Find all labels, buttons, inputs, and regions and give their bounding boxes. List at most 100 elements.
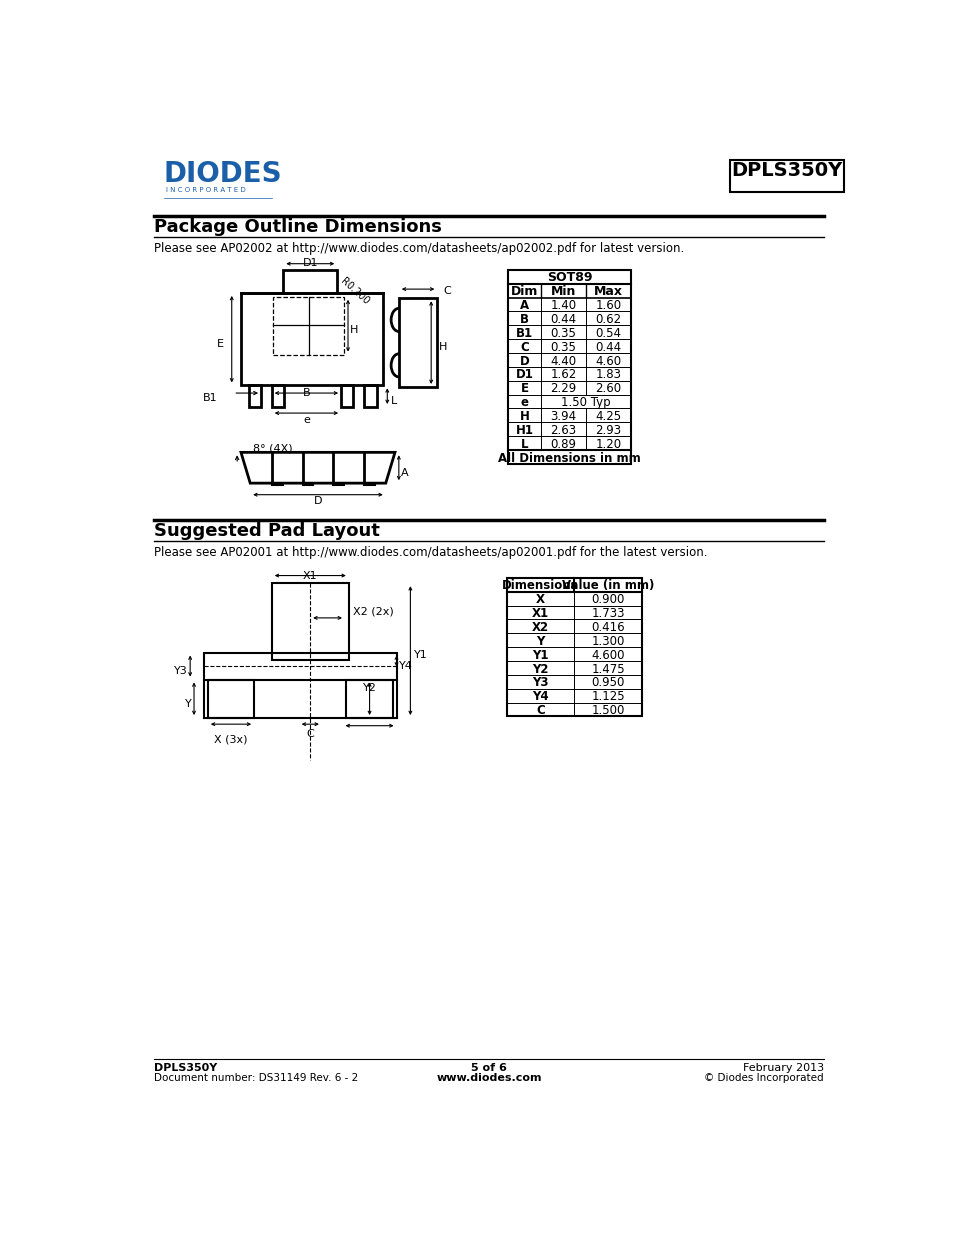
Text: L: L: [391, 396, 397, 406]
Text: B: B: [519, 312, 529, 326]
Text: © Diodes Incorporated: © Diodes Incorporated: [703, 1073, 823, 1083]
Text: C: C: [306, 729, 314, 739]
Text: 0.416: 0.416: [591, 621, 624, 634]
Text: H1: H1: [516, 424, 533, 437]
Text: C: C: [519, 341, 529, 353]
Text: L: L: [520, 437, 528, 451]
Text: H: H: [519, 410, 529, 424]
Text: Y3: Y3: [532, 677, 548, 689]
Bar: [274, 296, 344, 354]
Text: Please see AP02001 at http://www.diodes.com/datasheets/ap02001.pdf for the lates: Please see AP02001 at http://www.diodes.…: [153, 546, 707, 558]
Text: Y: Y: [536, 635, 544, 648]
Bar: [729, 159, 843, 193]
Text: 2.93: 2.93: [595, 424, 620, 437]
Text: 4.40: 4.40: [550, 354, 576, 368]
Text: 0.89: 0.89: [550, 437, 576, 451]
Text: SOT89: SOT89: [546, 272, 592, 284]
Text: R0.200: R0.200: [338, 275, 371, 306]
Text: 0.35: 0.35: [550, 341, 576, 353]
Text: 1.50 Typ: 1.50 Typ: [560, 396, 610, 409]
Text: D: D: [314, 496, 322, 506]
Text: February 2013: February 2013: [742, 1063, 823, 1073]
Text: X2 (2x): X2 (2x): [353, 606, 393, 616]
Text: Dim: Dim: [511, 285, 537, 299]
Text: X (3x): X (3x): [214, 735, 248, 745]
Text: 3.94: 3.94: [550, 410, 576, 424]
Text: E: E: [217, 340, 224, 350]
Bar: [249, 385, 261, 406]
Text: 1.475: 1.475: [591, 662, 624, 676]
Bar: [208, 679, 253, 718]
Text: Package Outline Dimensions: Package Outline Dimensions: [153, 219, 441, 236]
Text: Suggested Pad Layout: Suggested Pad Layout: [153, 522, 379, 541]
Text: Y1: Y1: [532, 648, 548, 662]
Text: E: E: [520, 383, 528, 395]
Text: 0.44: 0.44: [550, 312, 576, 326]
Text: 1.62: 1.62: [550, 368, 577, 382]
Text: 1.733: 1.733: [591, 608, 624, 620]
Text: 1.500: 1.500: [591, 704, 624, 718]
Text: Please see AP02002 at http://www.diodes.com/datasheets/ap02002.pdf for latest ve: Please see AP02002 at http://www.diodes.…: [153, 242, 683, 256]
Text: 4.60: 4.60: [595, 354, 620, 368]
Text: 1.125: 1.125: [591, 690, 624, 703]
Bar: [506, 578, 641, 716]
Bar: [346, 679, 393, 718]
Text: 4.25: 4.25: [595, 410, 620, 424]
Text: Max: Max: [593, 285, 622, 299]
Bar: [241, 293, 383, 385]
Text: e: e: [520, 396, 528, 409]
Text: 0.62: 0.62: [595, 312, 620, 326]
Text: 0.900: 0.900: [591, 593, 624, 606]
Text: B1: B1: [203, 393, 217, 403]
Text: H: H: [438, 342, 447, 352]
Text: 1.60: 1.60: [595, 299, 620, 312]
Bar: [341, 385, 353, 406]
Text: C: C: [443, 287, 451, 296]
Text: 1.20: 1.20: [595, 437, 620, 451]
Text: 2.60: 2.60: [595, 383, 620, 395]
Text: B: B: [302, 388, 310, 398]
Text: DPLS350Y: DPLS350Y: [731, 161, 841, 179]
Bar: [508, 270, 630, 464]
Text: 2.63: 2.63: [550, 424, 576, 437]
Text: www.diodes.com: www.diodes.com: [436, 1073, 541, 1083]
Text: e: e: [303, 415, 310, 425]
Text: X: X: [536, 593, 544, 606]
Text: X1: X1: [303, 571, 317, 580]
Text: Dimensions: Dimensions: [501, 579, 578, 593]
Text: 1.300: 1.300: [591, 635, 624, 648]
Text: 4.600: 4.600: [591, 648, 624, 662]
Bar: [364, 385, 376, 406]
Text: 0.950: 0.950: [591, 677, 624, 689]
Text: Y4: Y4: [398, 661, 413, 671]
Text: 0.54: 0.54: [595, 327, 620, 340]
Text: A: A: [519, 299, 529, 312]
Text: I N C O R P O R A T E D: I N C O R P O R A T E D: [166, 186, 245, 193]
Bar: [272, 583, 349, 661]
Bar: [272, 385, 284, 406]
Text: Y2: Y2: [532, 662, 548, 676]
Text: DPLS350Y: DPLS350Y: [153, 1063, 217, 1073]
Text: D1: D1: [302, 258, 317, 268]
Bar: [204, 652, 396, 679]
Bar: [398, 299, 436, 387]
Text: 1.83: 1.83: [595, 368, 620, 382]
Text: X1: X1: [532, 608, 549, 620]
Text: 5 of 6: 5 of 6: [471, 1063, 506, 1073]
Text: H: H: [350, 325, 358, 335]
Text: Y4: Y4: [532, 690, 548, 703]
Text: D1: D1: [516, 368, 533, 382]
Text: D: D: [519, 354, 529, 368]
Text: All Dimensions in mm: All Dimensions in mm: [497, 452, 640, 464]
Text: B1: B1: [516, 327, 533, 340]
Text: Y3: Y3: [173, 666, 188, 676]
Text: Y2: Y2: [362, 683, 376, 693]
Text: Min: Min: [550, 285, 576, 299]
Text: 0.44: 0.44: [595, 341, 620, 353]
Text: Value (in mm): Value (in mm): [561, 579, 654, 593]
Text: Y1: Y1: [414, 651, 428, 661]
Text: DIODES: DIODES: [164, 159, 282, 188]
Text: 1.40: 1.40: [550, 299, 576, 312]
Text: A: A: [400, 468, 408, 478]
Text: C: C: [536, 704, 544, 718]
